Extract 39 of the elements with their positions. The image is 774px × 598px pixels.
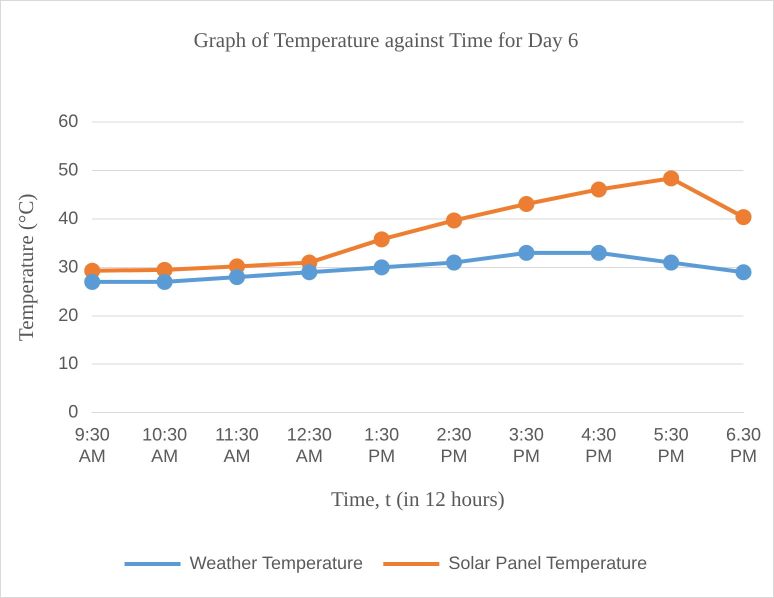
legend-label: Solar Panel Temperature <box>448 552 648 573</box>
x-axis-title: Time, t (in 12 hours) <box>331 486 505 511</box>
point <box>84 274 100 290</box>
x-tick-label: 2:30 PM <box>436 424 472 466</box>
y-axis-title: Temperature (°C) <box>14 194 38 342</box>
point <box>590 181 607 198</box>
x-tick-label: 3:30 PM <box>508 424 544 466</box>
y-tick-label: 60 <box>58 111 78 132</box>
point <box>590 244 607 261</box>
x-tick-label: 9:30 AM <box>74 424 110 466</box>
point <box>446 254 462 271</box>
x-tick-label: 1:30 PM <box>364 424 400 466</box>
x-tick-label: 11:30 AM <box>215 424 259 466</box>
chart-title: Graph of Temperature against Time for Day 6 <box>194 28 578 52</box>
y-tick-label: 40 <box>58 208 78 228</box>
point <box>374 259 390 276</box>
point <box>156 274 173 290</box>
x-tick-label: 10:30 AM <box>142 424 188 466</box>
point <box>663 170 680 186</box>
x-tick-label: 6.30 PM <box>726 424 762 466</box>
y-tick-label: 0 <box>68 402 78 422</box>
x-tick-label: 4:30 PM <box>581 424 616 466</box>
y-tick-label: 50 <box>58 160 78 180</box>
x-tick-label: 12:30 AM <box>286 424 332 466</box>
y-tick-label: 30 <box>58 256 78 276</box>
point <box>446 212 462 228</box>
y-tick-label: 20 <box>58 304 78 325</box>
point <box>156 262 173 278</box>
legend-label: Weather Temperature <box>190 552 364 573</box>
y-tick-label: 10 <box>58 353 78 374</box>
point <box>374 231 390 248</box>
x-tick-label: 5:30 PM <box>654 424 689 466</box>
point <box>518 244 534 261</box>
point <box>735 209 752 226</box>
point <box>518 196 534 212</box>
point <box>301 264 318 280</box>
point <box>663 254 680 271</box>
point <box>735 264 752 280</box>
point <box>228 269 245 286</box>
